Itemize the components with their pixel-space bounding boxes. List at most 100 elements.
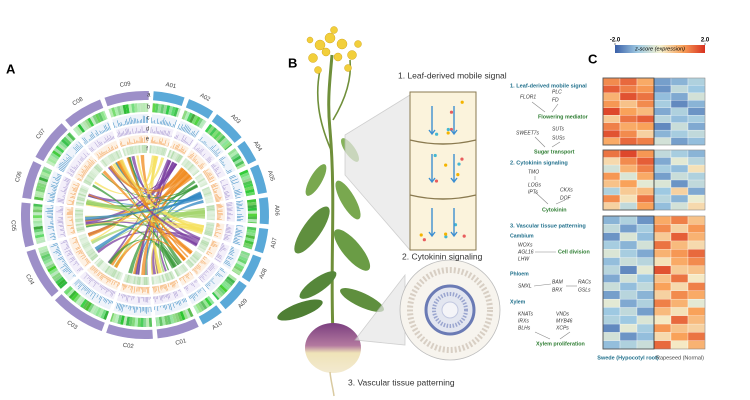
pathway-text: LOGs bbox=[528, 182, 542, 188]
track-spike bbox=[194, 280, 197, 283]
track-spike bbox=[96, 140, 101, 147]
track-spike bbox=[193, 143, 198, 150]
synteny-ribbon bbox=[85, 220, 204, 230]
track-spike bbox=[84, 286, 88, 292]
track-spike bbox=[82, 268, 84, 271]
density-cell bbox=[247, 226, 257, 231]
track-cell bbox=[112, 269, 118, 278]
track-spike bbox=[49, 195, 55, 197]
track-spike bbox=[71, 166, 77, 171]
density-cell bbox=[173, 107, 179, 117]
track-cell bbox=[107, 155, 114, 163]
heatmap-cell bbox=[619, 307, 638, 317]
heatmap-cell bbox=[653, 157, 672, 166]
block-frame bbox=[602, 77, 706, 146]
track-spike bbox=[130, 285, 132, 291]
heatmap-cell bbox=[687, 202, 706, 211]
track-spike bbox=[76, 178, 82, 182]
track-spike bbox=[213, 190, 218, 193]
track-spike bbox=[82, 173, 85, 176]
density-cell bbox=[233, 157, 243, 165]
density-cell bbox=[246, 231, 256, 237]
transport-arrow bbox=[428, 208, 436, 238]
density-cell bbox=[48, 267, 58, 275]
density-cell bbox=[33, 203, 43, 208]
density-cell bbox=[33, 220, 43, 224]
track-spike bbox=[77, 183, 80, 185]
track-spike bbox=[124, 120, 127, 126]
track-spike bbox=[75, 153, 77, 155]
chromosome-band bbox=[156, 318, 199, 339]
track-spike bbox=[66, 153, 73, 159]
track-spike bbox=[69, 258, 76, 263]
track-spike bbox=[195, 161, 199, 164]
track-spike bbox=[52, 238, 57, 241]
track-spike bbox=[220, 182, 222, 184]
track-spike bbox=[52, 176, 61, 181]
track-spike bbox=[61, 260, 66, 263]
track-spike bbox=[126, 118, 128, 125]
density-cell bbox=[35, 190, 45, 196]
density-cell bbox=[237, 257, 247, 265]
track-spike bbox=[78, 250, 83, 253]
density-cell bbox=[33, 225, 43, 230]
plant-label: 1. Leaf-derived mobile signal bbox=[398, 70, 507, 80]
synteny-ribbon bbox=[87, 167, 185, 237]
track-cell bbox=[168, 271, 174, 280]
track-cell bbox=[154, 275, 158, 285]
track-spike bbox=[228, 253, 234, 256]
track-cell bbox=[163, 148, 168, 157]
track-spike bbox=[52, 189, 57, 192]
heatmap-cell bbox=[653, 137, 672, 146]
density-cell bbox=[243, 242, 253, 248]
track-spike bbox=[211, 262, 215, 265]
track-spike bbox=[198, 277, 203, 283]
track-spike bbox=[233, 239, 238, 241]
track-spike bbox=[84, 257, 88, 261]
track-spike bbox=[76, 164, 79, 167]
track-cell bbox=[140, 276, 143, 285]
track-spike bbox=[89, 265, 94, 269]
track-spike bbox=[204, 172, 209, 176]
track-spike bbox=[175, 301, 177, 305]
track-cell bbox=[127, 275, 132, 284]
density-cell bbox=[37, 182, 47, 188]
track-cell bbox=[80, 239, 89, 245]
track-spike bbox=[58, 252, 62, 254]
track-spike bbox=[214, 258, 221, 263]
track-spike bbox=[63, 262, 67, 265]
heatmap-cell bbox=[619, 194, 638, 203]
track-spike bbox=[189, 283, 191, 285]
track-spike bbox=[194, 267, 197, 270]
track-spike bbox=[189, 132, 191, 135]
track-spike bbox=[116, 144, 119, 149]
heatmap-cell bbox=[619, 340, 638, 350]
heatmap-cell bbox=[687, 274, 706, 283]
track-spike bbox=[47, 193, 56, 196]
track-spike bbox=[63, 179, 70, 183]
density-cell bbox=[219, 284, 228, 293]
track-spike bbox=[88, 274, 90, 277]
track-spike bbox=[77, 282, 83, 288]
track-spike bbox=[76, 249, 82, 253]
heatmap-cell bbox=[670, 240, 689, 250]
track-spike bbox=[207, 146, 209, 148]
track-spike bbox=[226, 257, 232, 260]
heatmap-cell bbox=[602, 187, 621, 196]
track-cell bbox=[76, 199, 85, 204]
heatmap-cell bbox=[687, 92, 706, 101]
synteny-ribbon bbox=[109, 172, 189, 266]
heatmap-cell bbox=[602, 265, 621, 275]
track-spike bbox=[68, 269, 72, 273]
density-cell bbox=[171, 313, 178, 324]
track-spike bbox=[201, 287, 206, 293]
synteny-ribbon bbox=[96, 210, 205, 251]
density-cell bbox=[157, 103, 162, 114]
track-spike bbox=[217, 176, 219, 178]
chromosome-label: C04 bbox=[24, 274, 35, 287]
track-spike bbox=[88, 278, 94, 284]
track-spike bbox=[181, 126, 184, 131]
track-spike bbox=[88, 163, 92, 167]
track-cell bbox=[75, 224, 85, 228]
track-spike bbox=[162, 284, 164, 289]
